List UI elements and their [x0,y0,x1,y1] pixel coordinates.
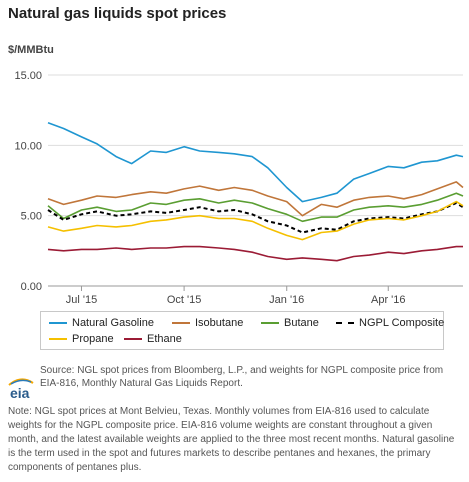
legend-label-isobutane: Isobutane [195,317,244,329]
legend-item-natural-gasoline: Natural Gasoline [49,317,154,329]
legend-label-natural-gasoline: Natural Gasoline [72,317,154,329]
legend-label-ngpl-composite: NGPL Composite [359,317,445,329]
y-axis-unit-label: $/MMBtu [8,44,54,56]
note-text: Note: NGL spot prices at Mont Belvieu, T… [8,406,455,473]
legend-swatch-isobutane [172,322,190,324]
y-tick-label: 10.00 [14,140,42,152]
legend-item-isobutane: Isobutane [172,317,243,329]
x-tick-label: Jul '15 [66,294,97,306]
legend-label-propane: Propane [72,333,114,345]
grid-lines [48,74,463,287]
legend-swatch-propane [49,338,67,340]
legend-swatch-ethane [124,338,142,340]
y-tick-label: 15.00 [14,70,42,82]
series-line-isobutane [47,181,464,217]
legend-swatch-natural-gasoline [49,322,67,324]
series-line-ngpl-composite [47,202,464,234]
legend: Natural Gasoline Isobutane Butane NGPL C… [40,311,444,350]
legend-label-ethane: Ethane [147,333,182,345]
series-line-butane [47,192,464,223]
legend-swatch-ngpl-composite [336,322,354,324]
y-tick-label: 0.00 [21,281,42,293]
legend-label-butane: Butane [284,317,319,329]
legend-item-ethane: Ethane [124,333,182,345]
y-tick-label: 5.00 [21,211,42,223]
source-text: Source: NGL spot prices from Bloomberg, … [40,365,444,389]
line-chart: 15.00 10.00 5.00 0.00 Jul '15 Oct '15 Jan '16… [14,70,464,306]
eia-logo-text: eia [10,385,30,401]
series-line-propane [47,200,464,241]
legend-item-butane: Butane [261,317,319,329]
legend-item-ngpl-composite: NGPL Composite [336,317,444,329]
eia-logo-icon: eia [8,378,34,401]
series-line-ethane [47,245,463,262]
x-tick-label: Apr '16 [371,294,406,306]
y-axis-ticks: 15.00 10.00 5.00 0.00 [14,70,42,293]
legend-swatch-butane [261,322,279,324]
chart-title: Natural gas liquids spot prices [8,5,227,22]
series-line-natural-gasoline [47,122,464,203]
x-tick-label: Jan '16 [269,294,304,306]
x-tick-label: Oct '15 [167,294,202,306]
x-axis-ticks: Jul '15 Oct '15 Jan '16 Apr '16 [66,286,406,306]
series-lines [47,122,464,262]
legend-item-propane: Propane [49,333,114,345]
